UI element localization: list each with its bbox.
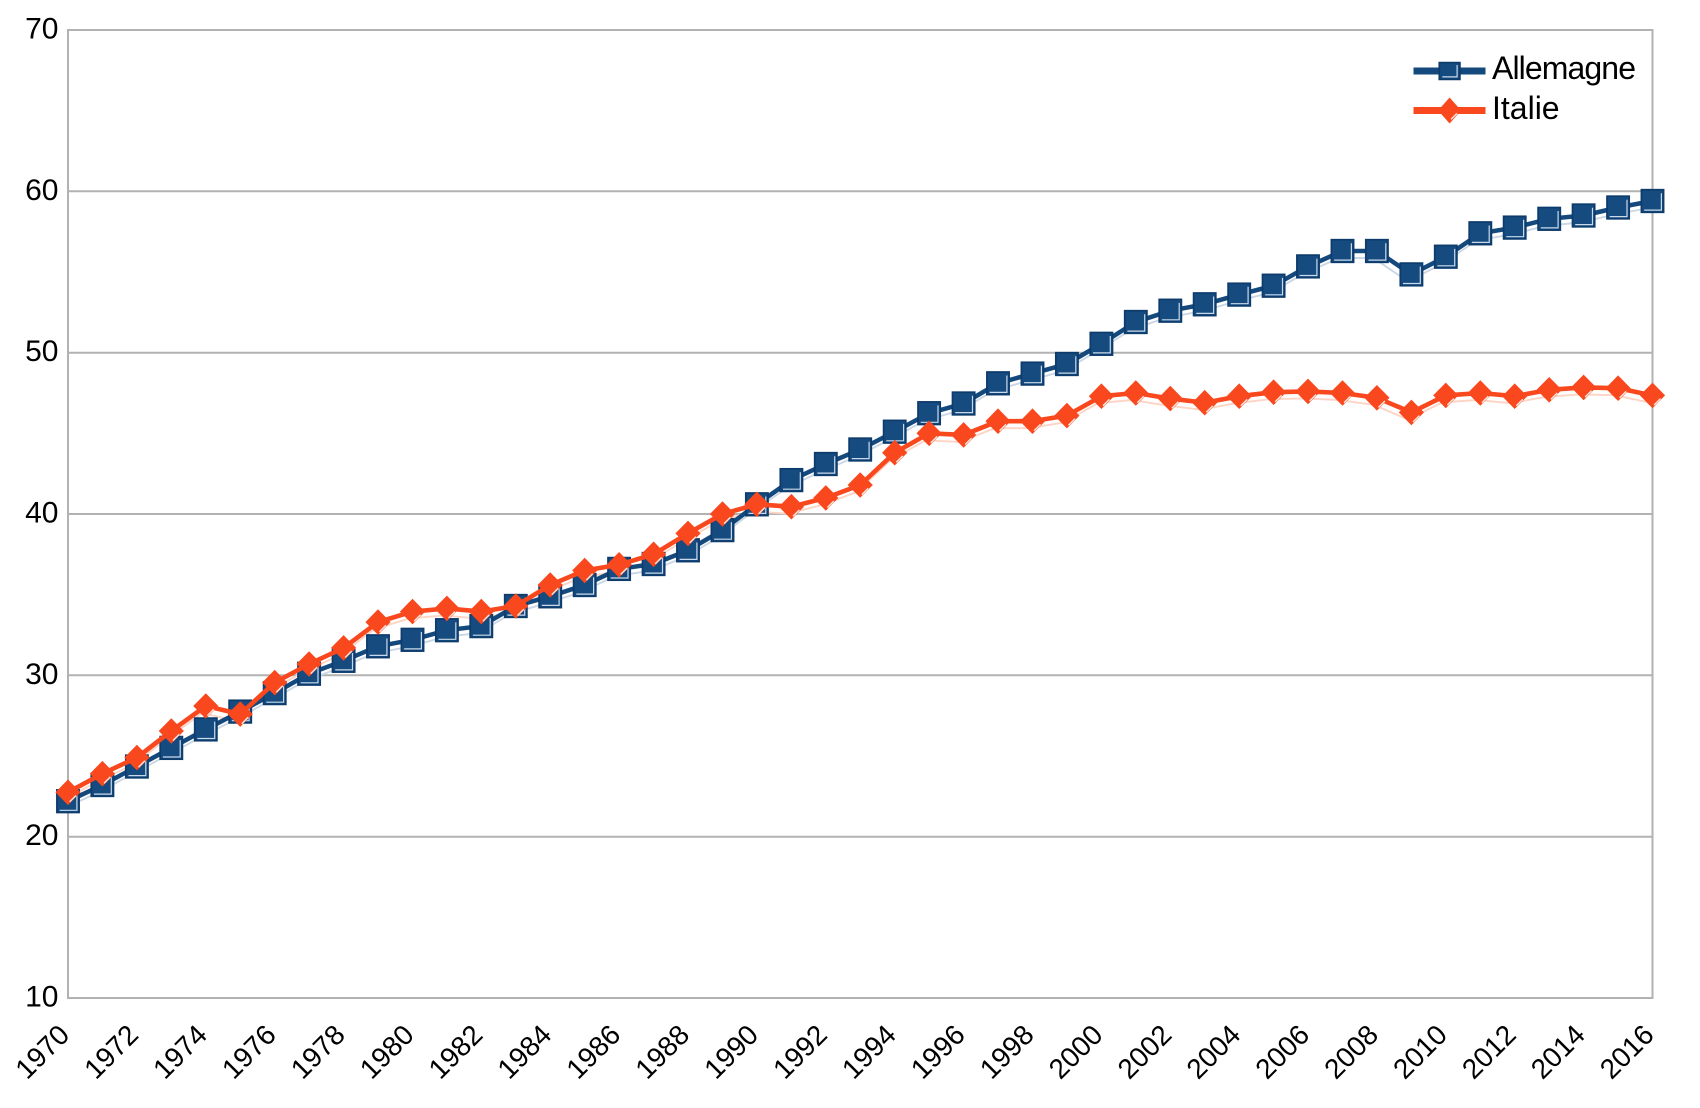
svg-text:40: 40 xyxy=(25,497,58,530)
svg-text:20: 20 xyxy=(25,819,58,852)
svg-text:Italie: Italie xyxy=(1492,90,1560,126)
svg-text:30: 30 xyxy=(25,658,58,691)
svg-text:60: 60 xyxy=(25,174,58,207)
svg-text:10: 10 xyxy=(25,981,58,1014)
svg-text:Allemagne: Allemagne xyxy=(1492,50,1635,86)
svg-text:70: 70 xyxy=(25,13,58,46)
svg-text:50: 50 xyxy=(25,335,58,368)
